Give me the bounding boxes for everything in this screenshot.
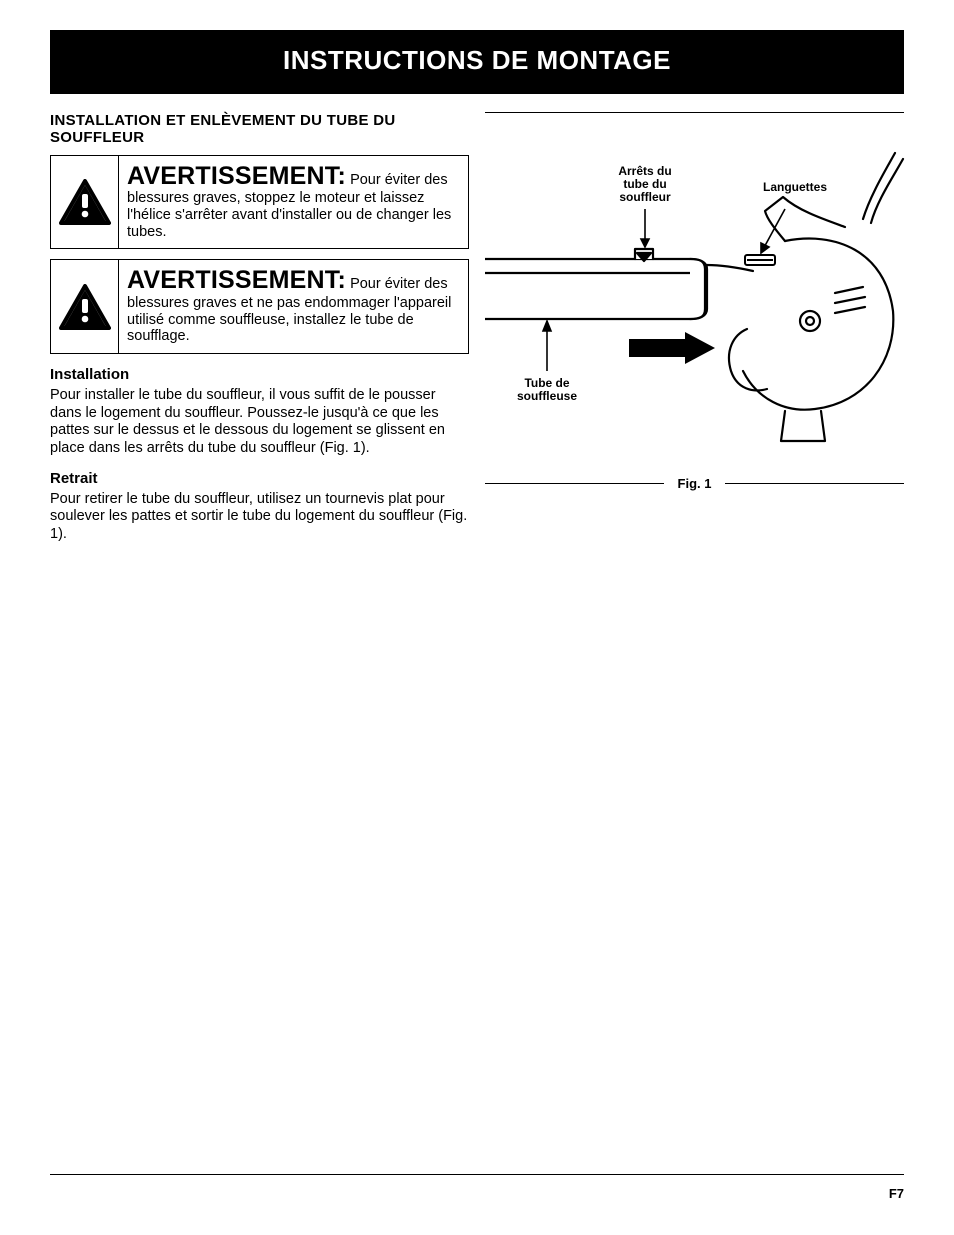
fig-label-stops-l1: Arrêts du bbox=[618, 164, 671, 178]
warning-icon-cell bbox=[51, 156, 119, 249]
warning-body-1: AVERTISSEMENT: Pour éviter des blessures… bbox=[119, 156, 468, 249]
figure-1-diagram: Arrêts du tube du souffleur Languettes T… bbox=[485, 141, 905, 471]
two-column-layout: INSTALLATION ET ENLÈVEMENT DU TUBE DU SO… bbox=[50, 112, 904, 544]
left-column: INSTALLATION ET ENLÈVEMENT DU TUBE DU SO… bbox=[50, 112, 469, 544]
page-number: F7 bbox=[889, 1186, 904, 1201]
footer-rule bbox=[50, 1174, 904, 1175]
right-column: Arrêts du tube du souffleur Languettes T… bbox=[485, 112, 904, 544]
fig-label-stops-l3: souffleur bbox=[619, 190, 671, 204]
figure-caption: Fig. 1 bbox=[485, 476, 904, 491]
warning-box-2: AVERTISSEMENT: Pour éviter des blessures… bbox=[50, 259, 469, 354]
fig-label-tube-l1: Tube de bbox=[524, 376, 569, 390]
warning-icon-cell bbox=[51, 260, 119, 353]
figure-1-label: Fig. 1 bbox=[664, 476, 726, 491]
fig-label-stops-l2: tube du bbox=[623, 177, 666, 191]
warning-triangle-icon bbox=[59, 179, 111, 225]
retrait-text: Pour retirer le tube du souffleur, utili… bbox=[50, 491, 469, 544]
fig-label-tabs: Languettes bbox=[763, 180, 827, 194]
warning-body-2: AVERTISSEMENT: Pour éviter des blessures… bbox=[119, 260, 468, 353]
warning-box-1: AVERTISSEMENT: Pour éviter des blessures… bbox=[50, 155, 469, 250]
page-title: INSTRUCTIONS DE MONTAGE bbox=[50, 30, 904, 94]
caption-rule-left bbox=[485, 483, 664, 484]
warning-word: AVERTISSEMENT: bbox=[127, 266, 346, 294]
warning-word: AVERTISSEMENT: bbox=[127, 162, 346, 190]
fig-label-tube-l2: souffleuse bbox=[517, 389, 577, 403]
section-heading: INSTALLATION ET ENLÈVEMENT DU TUBE DU SO… bbox=[50, 112, 469, 147]
caption-rule-right bbox=[725, 483, 904, 484]
warning-triangle-icon bbox=[59, 284, 111, 330]
retrait-heading: Retrait bbox=[50, 470, 469, 487]
installation-heading: Installation bbox=[50, 366, 469, 383]
figure-1-container: Arrêts du tube du souffleur Languettes T… bbox=[485, 112, 904, 491]
installation-text: Pour installer le tube du souffleur, il … bbox=[50, 387, 469, 458]
